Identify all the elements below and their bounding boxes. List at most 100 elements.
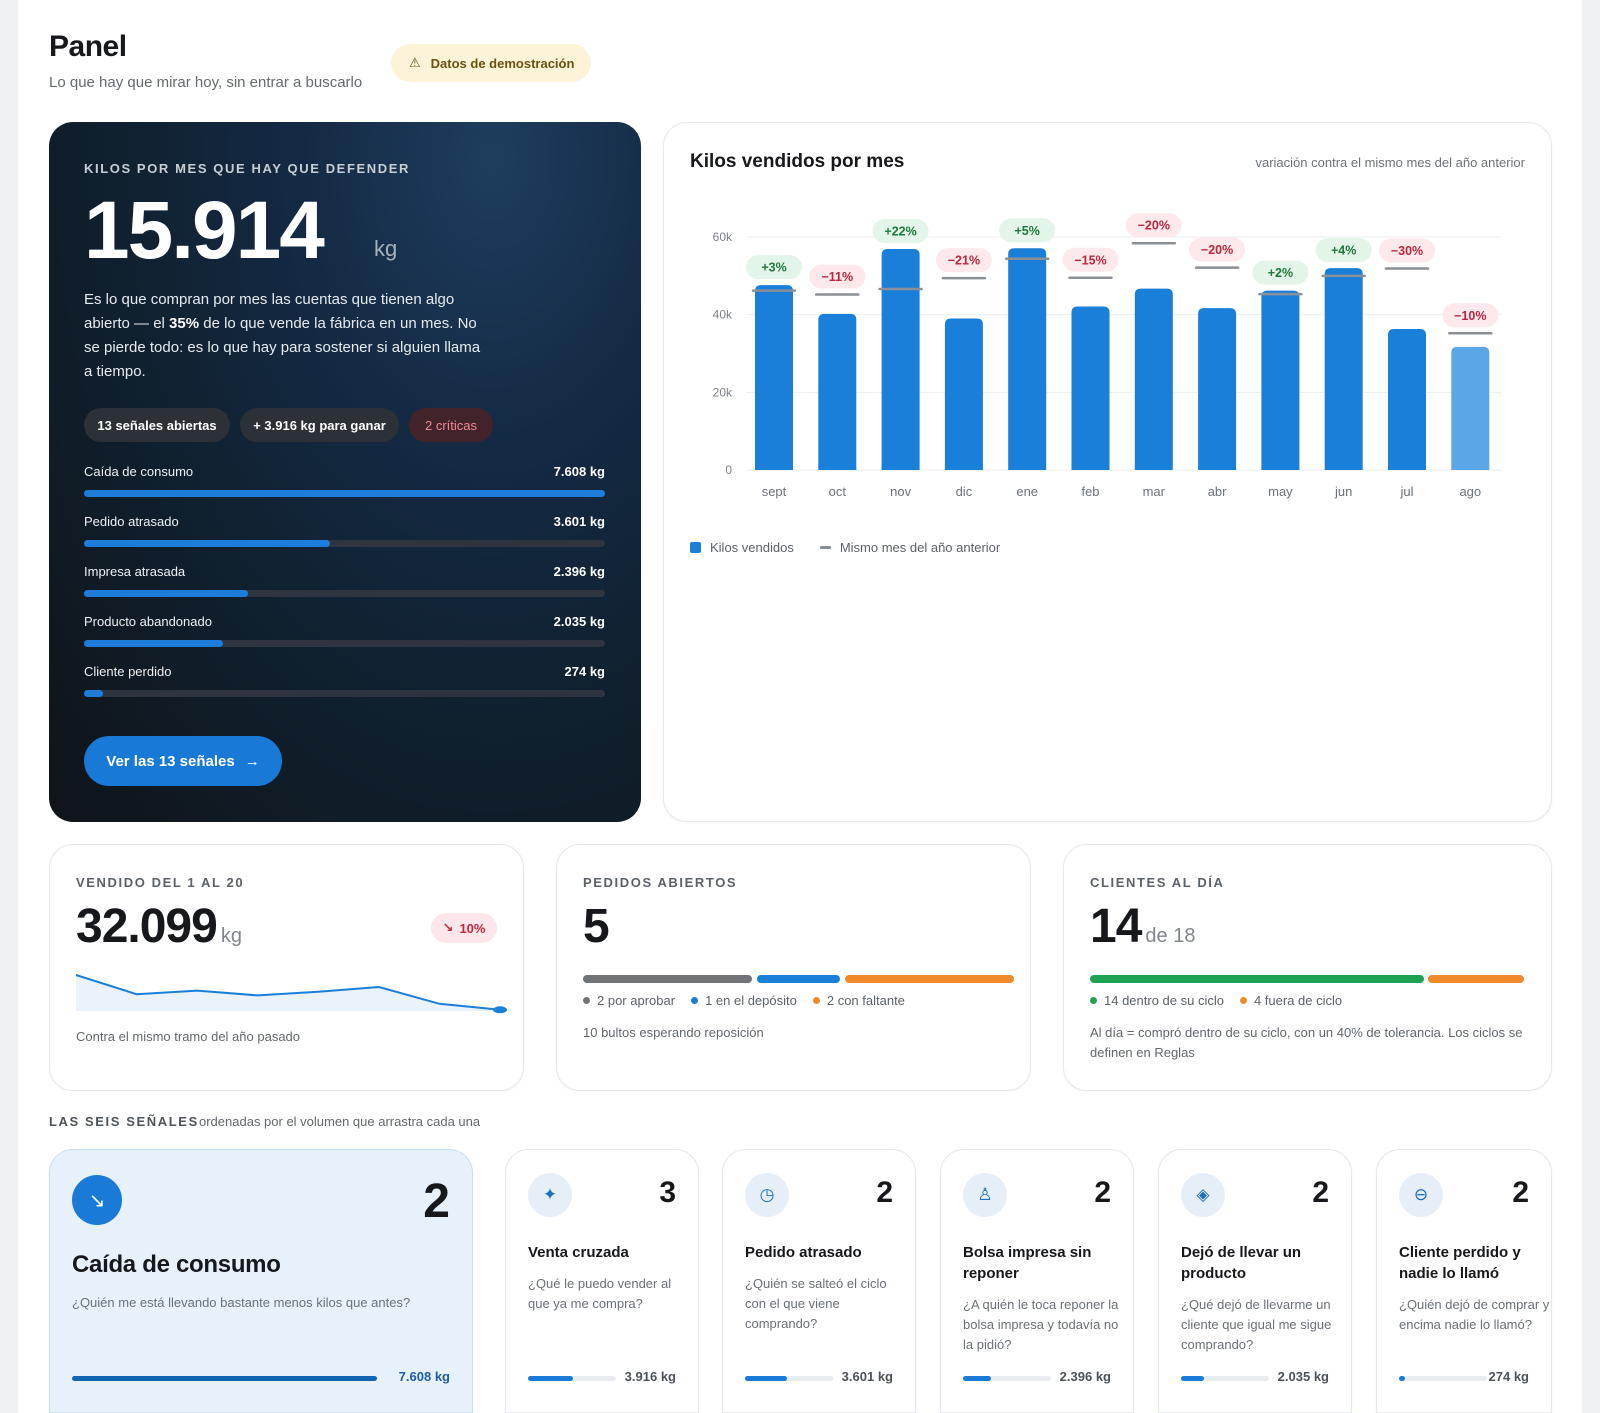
change-label-nov: +22% bbox=[884, 225, 916, 239]
orders-segment-warehouse bbox=[757, 975, 840, 983]
legend-dot bbox=[691, 997, 699, 1004]
signal-label: Cliente perdido bbox=[84, 664, 172, 679]
legend-dot bbox=[1090, 997, 1097, 1004]
bar-mar bbox=[1134, 288, 1173, 470]
open-signals-pill[interactable]: 13 señales abiertas bbox=[84, 408, 230, 442]
demo-data-badge: ⚠ Datos de demostración bbox=[391, 44, 591, 82]
trending-down-icon: ↘ bbox=[72, 1175, 122, 1225]
kpi-note: 10 bultos esperando reposición bbox=[583, 1025, 764, 1040]
signal-question: ¿Quién me está llevando bastante menos k… bbox=[72, 1295, 411, 1310]
y-tick-label: 20k bbox=[713, 385, 733, 399]
bar-oct bbox=[818, 313, 857, 470]
signal-count: 2 bbox=[1312, 1176, 1329, 1209]
x-tick-label: jul bbox=[1399, 484, 1413, 499]
signal-question: ¿Quién se salteó el ciclo con el que vie… bbox=[745, 1276, 887, 1331]
change-pill-oct bbox=[809, 264, 866, 289]
hero-eyebrow: KILOS POR MES QUE HAY QUE DEFENDER bbox=[84, 161, 411, 176]
signal-kg: 2.035 kg bbox=[553, 614, 605, 629]
clients-legend: 14 dentro de su ciclo 4 fuera de ciclo bbox=[1090, 993, 1342, 1008]
orders-legend-item: 2 por aprobar bbox=[583, 993, 675, 1008]
sold-unit: kg bbox=[220, 925, 242, 947]
sparkline-area bbox=[76, 975, 500, 1011]
signal-card[interactable]: ↘ 2 Caída de consumo ¿Quién me está llevand… bbox=[49, 1149, 473, 1413]
x-tick-label: dic bbox=[956, 484, 973, 499]
monthly-kilos-chart: 0 20k 40k 60k +3% sept −11% oct +22% nov −21% dic +5… bbox=[713, 213, 1502, 499]
arrow-right-icon: → bbox=[244, 752, 260, 770]
hero-desc-percent: 35% bbox=[169, 315, 200, 332]
change-pill-abr bbox=[1189, 237, 1246, 262]
signal-title: Venta cruzada bbox=[528, 1244, 629, 1261]
kpi-eyebrow: VENDIDO DEL 1 AL 20 bbox=[76, 875, 245, 890]
x-tick-label: may bbox=[1268, 484, 1293, 499]
y-tick-label: 40k bbox=[713, 308, 733, 322]
hero-signal-row[interactable]: Pedido atrasado 3.601 kg bbox=[84, 514, 605, 558]
signal-track bbox=[84, 590, 605, 597]
signal-card[interactable]: ◷ 2 Pedido atrasado ¿Quién se salteó el cic… bbox=[722, 1149, 916, 1413]
legend-dot bbox=[583, 997, 590, 1004]
section-title: LAS SEIS SEÑALES bbox=[49, 1114, 199, 1129]
hero-desc-text: Es lo que compran por mes las cuentas qu… bbox=[84, 291, 455, 332]
y-tick-label: 0 bbox=[725, 463, 732, 477]
signal-fill bbox=[84, 490, 605, 497]
legend-sold-label: Kilos vendidos bbox=[710, 540, 794, 555]
hero-value: 15.914 bbox=[84, 185, 325, 276]
x-tick-label: sept bbox=[762, 484, 787, 499]
bar-abr bbox=[1198, 308, 1237, 470]
signal-count: 2 bbox=[423, 1175, 450, 1228]
signal-track bbox=[745, 1376, 833, 1381]
critical-pill[interactable]: 2 críticas bbox=[409, 408, 493, 442]
delta-value: 10% bbox=[459, 920, 486, 936]
signal-track bbox=[84, 490, 605, 497]
legend-swatch-line bbox=[819, 546, 831, 549]
legend-item-sold: Kilos vendidos bbox=[690, 540, 794, 555]
hero-signal-row[interactable]: Impresa atrasada 2.396 kg bbox=[84, 564, 605, 608]
kpi-note: Al día = compró dentro de su ciclo, con … bbox=[1090, 1025, 1523, 1060]
signal-fill bbox=[84, 590, 249, 597]
signal-card[interactable]: ⊖ 2 Cliente perdido y nadie lo llamó ¿Quién… bbox=[1376, 1149, 1552, 1413]
legend-prev-label: Mismo mes del año anterior bbox=[839, 540, 1001, 555]
signal-kg: 3.601 kg bbox=[553, 514, 605, 529]
clients-segment-on-cycle bbox=[1090, 975, 1424, 983]
signal-card[interactable]: ♙ 2 Bolsa impresa sin reponer ¿A quién le t… bbox=[940, 1149, 1134, 1413]
signal-title: Caída de consumo bbox=[72, 1251, 281, 1278]
change-pill-may bbox=[1252, 260, 1309, 285]
hero-signal-row[interactable]: Producto abandonado 2.035 kg bbox=[84, 614, 605, 658]
signal-track bbox=[84, 640, 605, 647]
chart-note: variación contra el mismo mes del año an… bbox=[1255, 155, 1525, 170]
legend-swatch-bar bbox=[690, 542, 701, 553]
signal-question: ¿Qué dejó de llevarme un cliente que igu… bbox=[1181, 1297, 1332, 1352]
legend-label: 4 fuera de ciclo bbox=[1253, 993, 1343, 1008]
trend-down-icon: ↘ bbox=[442, 920, 454, 935]
signal-kg: 2.396 kg bbox=[553, 564, 605, 579]
hero-signal-row[interactable]: Cliente perdido 274 kg bbox=[84, 664, 605, 708]
signal-fill bbox=[1181, 1376, 1205, 1381]
signal-label: Impresa atrasada bbox=[84, 564, 186, 579]
signal-track bbox=[1399, 1376, 1487, 1381]
signal-count: 3 bbox=[659, 1176, 676, 1209]
signal-title: Cliente perdido y nadie lo llamó bbox=[1399, 1244, 1521, 1282]
view-signals-button[interactable]: Ver las 13 señales → bbox=[84, 736, 282, 786]
change-label-ene: +5% bbox=[1015, 224, 1040, 238]
demo-badge-label: Datos de demostración bbox=[430, 55, 575, 71]
signal-track bbox=[1181, 1376, 1269, 1381]
x-tick-label: abr bbox=[1208, 484, 1227, 499]
hero-signal-row[interactable]: Caída de consumo 7.608 kg bbox=[84, 464, 605, 508]
kg-to-gain-pill[interactable]: + 3.916 kg para ganar bbox=[240, 408, 399, 442]
sparkline-line bbox=[75, 974, 501, 1011]
x-tick-label: oct bbox=[829, 484, 847, 499]
change-label-mar: −20% bbox=[1138, 219, 1170, 233]
sold-to-date-card: VENDIDO DEL 1 AL 20 32.099 kg ↘ 10% Contra… bbox=[49, 844, 524, 1091]
hero-description: Es lo que compran por mes las cuentas qu… bbox=[84, 288, 484, 384]
delta-badge: ↘ 10% bbox=[431, 913, 497, 943]
y-tick-label: 60k bbox=[713, 230, 733, 244]
signal-card[interactable]: ◈ 2 Dejó de llevar un producto ¿Qué dejó de… bbox=[1158, 1149, 1352, 1413]
signal-card[interactable]: ✦ 3 Venta cruzada ¿Qué le puedo vender al q… bbox=[505, 1149, 699, 1413]
signal-fill bbox=[1399, 1376, 1406, 1381]
change-pill-jun bbox=[1315, 238, 1372, 263]
x-tick-label: feb bbox=[1081, 484, 1099, 499]
change-label-ago: −10% bbox=[1454, 309, 1486, 323]
change-pill-ago bbox=[1442, 303, 1499, 328]
signal-track bbox=[84, 540, 605, 547]
change-label-may: +2% bbox=[1268, 266, 1293, 280]
signal-title: Dejó de llevar un producto bbox=[1181, 1244, 1302, 1282]
